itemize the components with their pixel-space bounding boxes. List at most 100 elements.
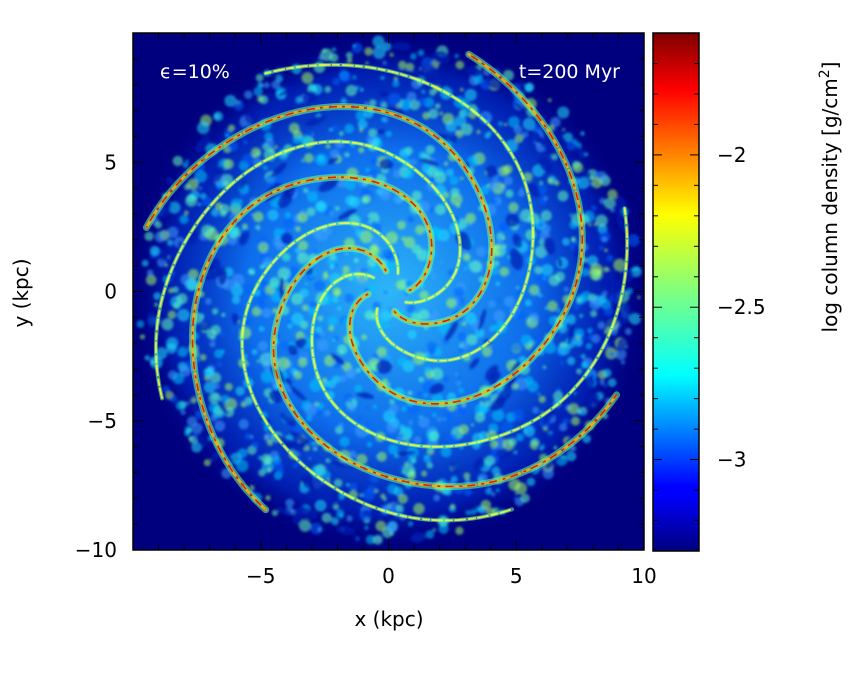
gas-clump [243, 139, 248, 145]
gas-clump [363, 421, 371, 428]
gas-clump [582, 434, 592, 444]
gas-clump [364, 216, 371, 222]
gas-void [327, 157, 339, 165]
gas-void [318, 177, 340, 192]
gas-clump [434, 171, 447, 184]
gas-clump [224, 382, 233, 391]
gas-void [301, 475, 324, 491]
gas-clump [275, 75, 283, 83]
gas-clump [246, 362, 250, 367]
gas-clump [609, 351, 615, 358]
gas-clump [356, 367, 361, 373]
gas-clump [273, 175, 281, 183]
gas-clump [620, 360, 626, 365]
gas-clump [354, 384, 363, 393]
gas-clump [295, 355, 300, 360]
gas-void [567, 323, 576, 345]
gas-clump [256, 300, 267, 311]
gas-void [376, 129, 386, 135]
gas-clump [239, 199, 243, 203]
spiral-arm [154, 140, 462, 400]
gas-clump [580, 131, 585, 136]
gas-void [289, 385, 307, 402]
gas-clump [257, 340, 269, 352]
gas-clump [230, 284, 243, 297]
gas-clump [382, 60, 387, 66]
gas-clump [580, 410, 586, 416]
gas-clump [227, 124, 236, 132]
gas-void [393, 42, 411, 51]
gas-clump [333, 478, 343, 488]
gas-void [280, 232, 293, 245]
gas-clump [603, 384, 607, 388]
gas-clump [362, 488, 375, 502]
gas-clump [440, 446, 452, 458]
gas-clump [306, 191, 319, 203]
gas-clump [240, 401, 247, 408]
gas-clump [490, 447, 498, 455]
gas-clump [168, 287, 174, 294]
gas-clump [257, 242, 269, 253]
gas-void [469, 357, 480, 370]
gas-clump [574, 339, 583, 347]
gas-void [278, 86, 297, 97]
gas-clump [418, 97, 428, 107]
gas-clump [332, 296, 339, 304]
gas-clump [577, 176, 590, 190]
gas-void [543, 236, 556, 255]
gas-void [466, 65, 482, 78]
gas-clump [249, 485, 255, 491]
gas-clump [573, 391, 577, 395]
gas-clump [210, 208, 220, 217]
gas-clump [601, 291, 608, 297]
gas-clump [398, 433, 405, 439]
gas-clump [538, 395, 546, 403]
gas-clump [352, 75, 357, 80]
gas-void [429, 383, 444, 395]
gas-clump [375, 454, 380, 459]
gas-void [536, 433, 552, 449]
gas-clump [269, 277, 280, 288]
gas-clump [454, 372, 459, 377]
gas-clump [436, 416, 442, 422]
gas-clump [409, 158, 417, 166]
gas-void [147, 311, 157, 328]
gas-clump [184, 425, 193, 434]
gas-void [527, 182, 541, 198]
gas-clump [314, 153, 328, 166]
gas-clump [524, 82, 535, 92]
gas-clump [203, 381, 216, 394]
gas-clump [280, 341, 290, 351]
gas-clump [566, 451, 577, 462]
gas-clump [366, 405, 370, 409]
gas-clump [463, 488, 472, 497]
gas-clump [420, 89, 426, 95]
gas-clump [418, 151, 427, 160]
gas-clump [491, 198, 498, 205]
gas-clump [514, 133, 524, 143]
gas-void [198, 323, 212, 332]
gas-clump [557, 106, 570, 119]
gas-clump [425, 530, 435, 539]
gas-void [305, 115, 326, 127]
gas-void [211, 166, 225, 182]
gas-clump [144, 231, 154, 241]
gas-clump [279, 469, 285, 475]
gas-clump [387, 92, 401, 106]
gas-clump [322, 470, 331, 480]
gas-void [514, 102, 526, 112]
gas-clump [164, 263, 169, 267]
gas-clump [357, 416, 362, 422]
gas-clump [220, 331, 226, 337]
gas-clump [572, 161, 584, 173]
gas-clump [566, 356, 576, 366]
colorbar: −3 −2.5 −2 [652, 32, 766, 552]
gas-clump [372, 46, 386, 60]
gas-clump [601, 236, 608, 243]
gas-clump [513, 496, 517, 501]
gas-clump [524, 299, 532, 307]
gas-void [452, 134, 459, 140]
gas-clump [580, 353, 586, 359]
gas-clump [366, 135, 375, 144]
gas-clump [365, 534, 376, 545]
